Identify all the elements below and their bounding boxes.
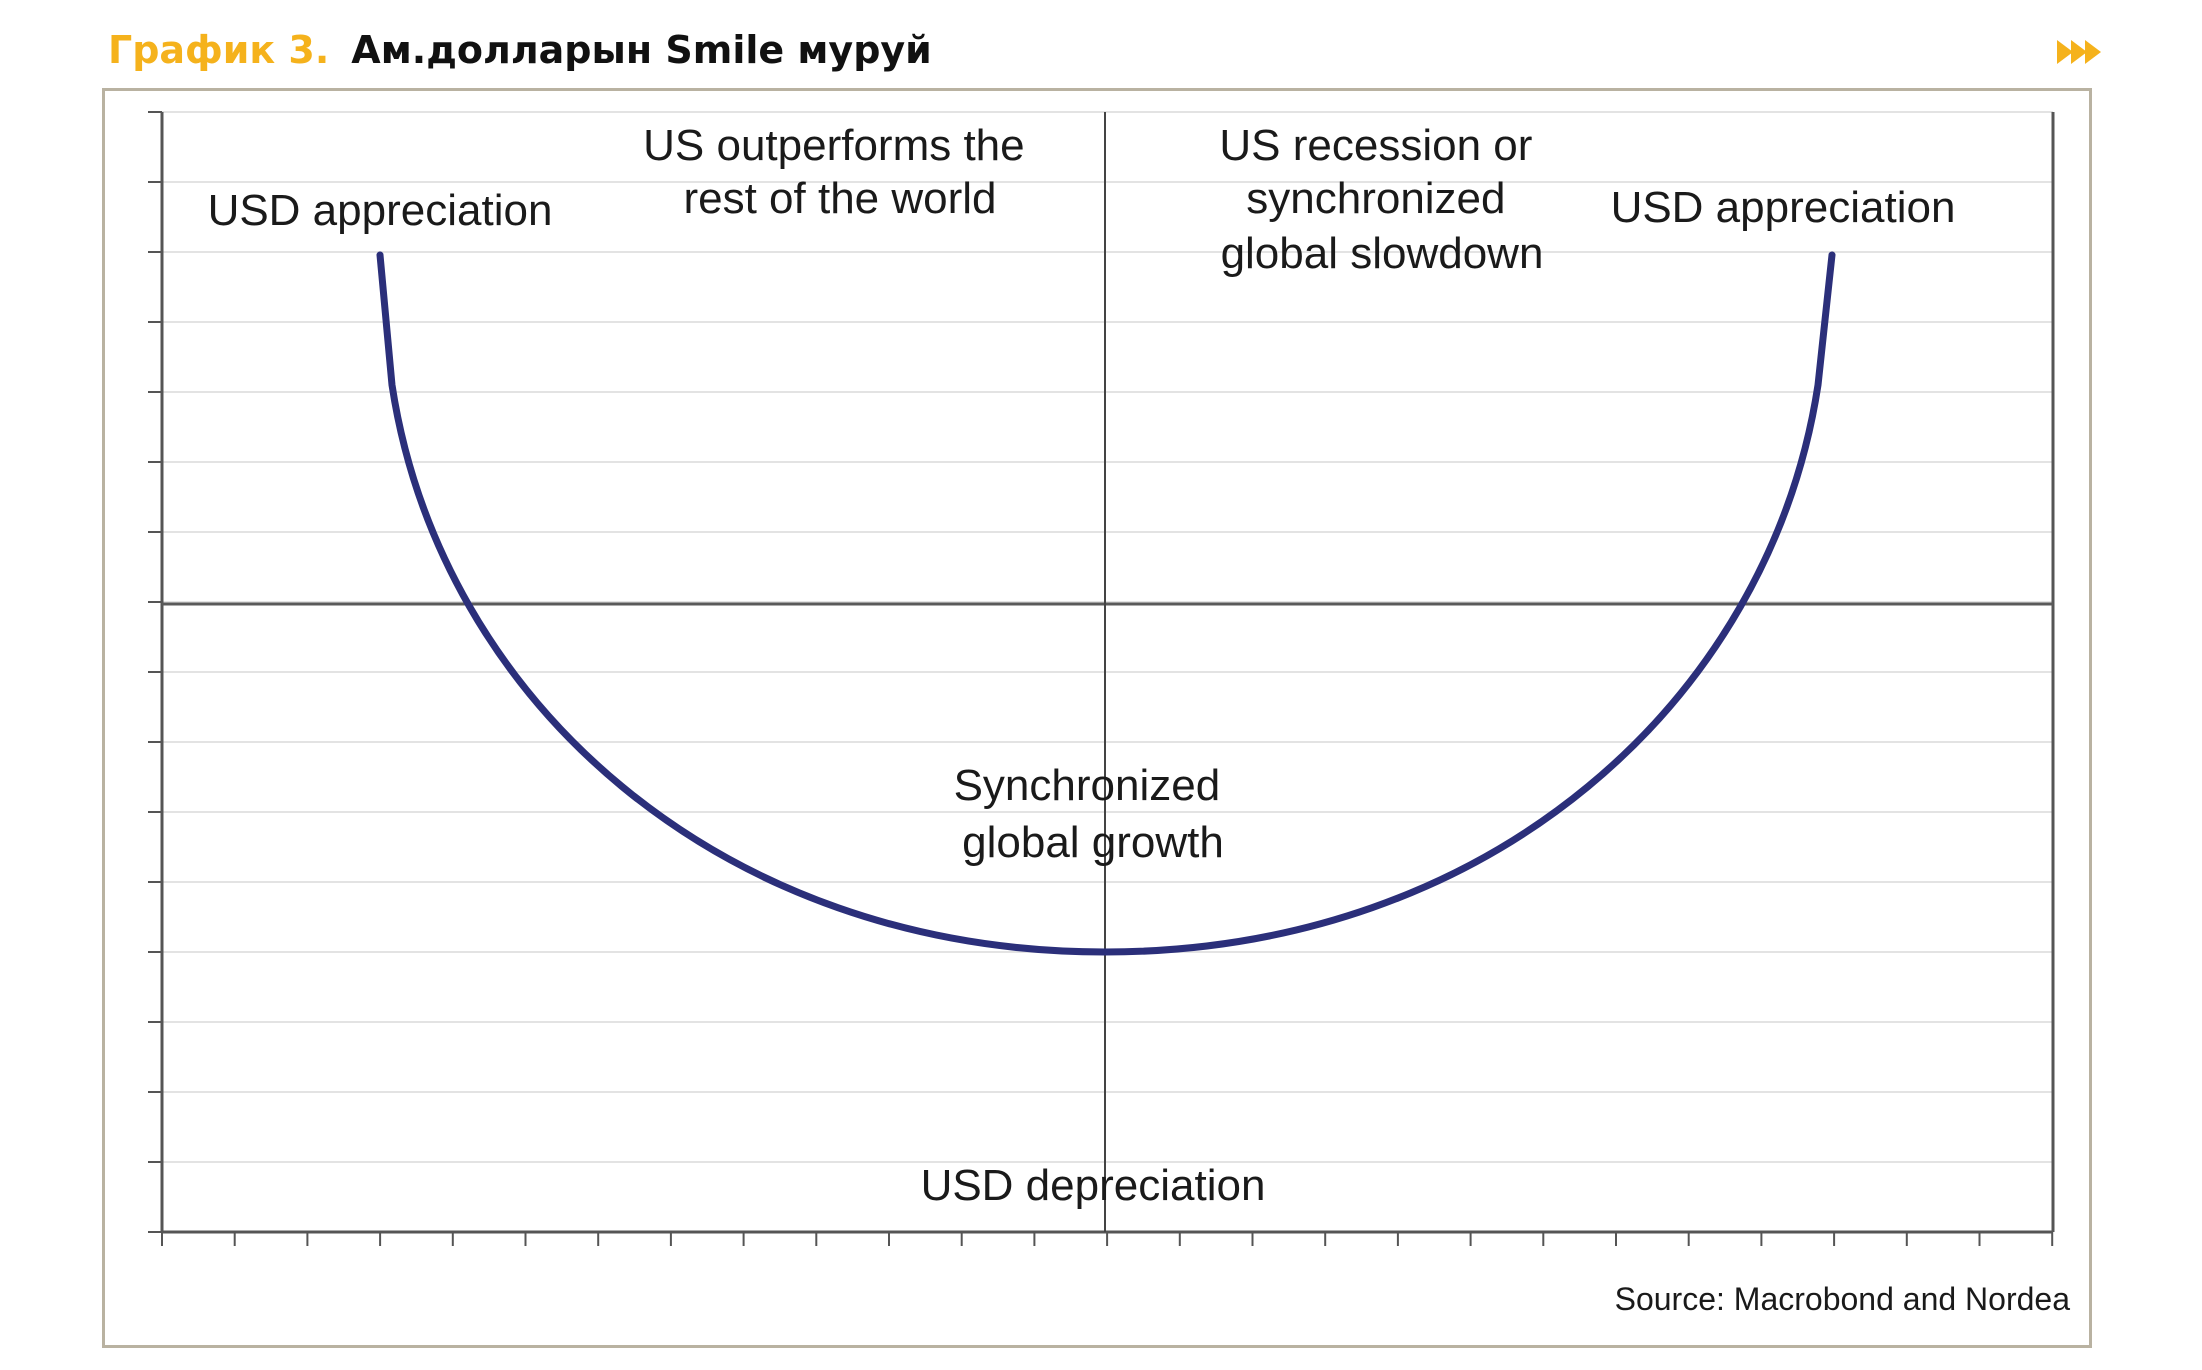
label-top-right: USD appreciation: [1611, 183, 1956, 232]
label-top-center-left: US outperforms the rest of the world: [643, 121, 1037, 223]
source-note: Source: Macrobond and Nordea: [1615, 1281, 2071, 1317]
axis-ticks: [148, 111, 2054, 1246]
label-top-center-right: US recession or synchronized global slow…: [1219, 121, 1544, 278]
figure-number: График 3.: [108, 28, 330, 72]
smile-curve: [376, 251, 1836, 956]
figure-title: Ам.долларын Smile муруй: [351, 28, 932, 72]
double-chevron-right-icon[interactable]: [2055, 36, 2103, 68]
label-top-left: USD appreciation: [208, 186, 553, 235]
label-bottom: USD depreciation: [921, 1161, 1266, 1210]
axes: [160, 112, 2055, 1234]
grid-lines: [162, 111, 2053, 1233]
diagram-frame: [102, 88, 2092, 1348]
figure-header: График 3. Ам.долларын Smile муруй: [108, 28, 932, 78]
label-center: Synchronized global growth: [954, 761, 1233, 867]
